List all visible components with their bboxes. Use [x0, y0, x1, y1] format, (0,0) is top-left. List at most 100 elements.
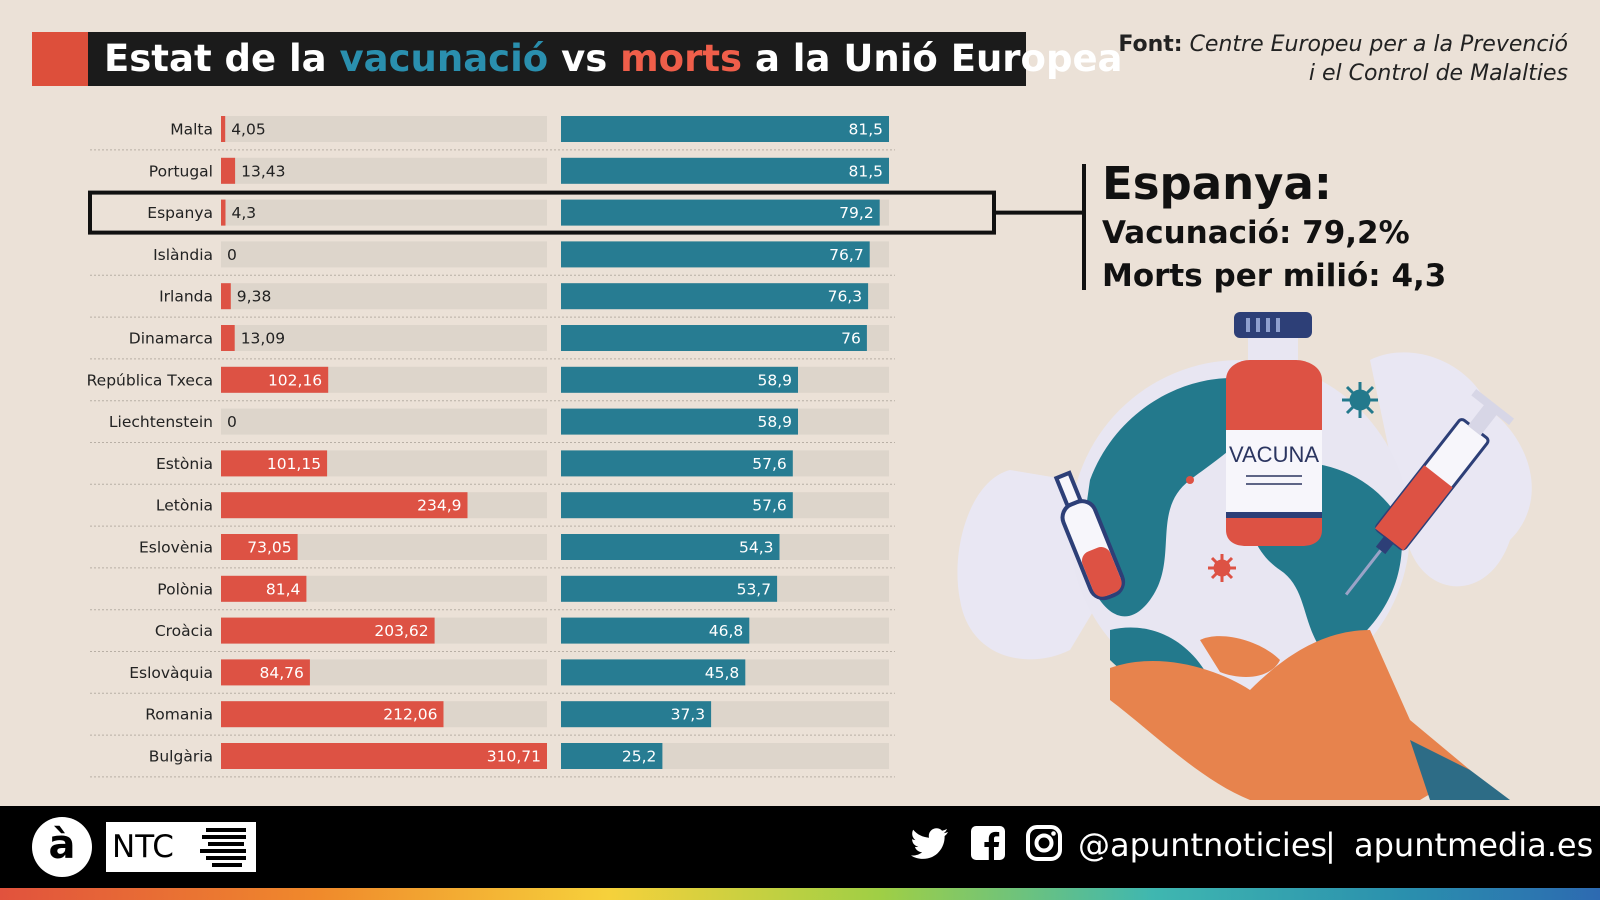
country-label: Espanya — [147, 204, 213, 222]
deaths-value-label: 102,16 — [268, 371, 322, 389]
deaths-value-label: 13,43 — [241, 162, 285, 180]
vaccination-value-label: 79,2 — [839, 204, 874, 222]
title-highlight-deaths: morts — [620, 37, 743, 80]
country-label: Bulgària — [149, 748, 213, 766]
website-link[interactable]: apuntmedia.es — [1354, 826, 1594, 864]
apunt-logo[interactable]: à — [32, 817, 92, 877]
country-label: Islàndia — [153, 246, 213, 264]
country-label: Eslovènia — [139, 539, 213, 557]
country-label: Estònia — [156, 455, 213, 473]
vaccination-bar — [561, 743, 663, 769]
vaccination-bar — [561, 241, 870, 268]
country-label: Romania — [145, 706, 213, 724]
deaths-value-label: 84,76 — [260, 664, 304, 682]
title-part-2: vs — [548, 37, 621, 80]
deaths-value-label: 73,05 — [247, 539, 291, 557]
ntc-logo-stripes — [200, 828, 246, 867]
deaths-track — [221, 116, 547, 142]
country-label: Eslovàquia — [129, 664, 213, 682]
source-line-2: i el Control de Malalties — [1308, 61, 1568, 86]
vaccination-value-label: 76 — [841, 330, 861, 348]
vaccination-bar — [561, 283, 869, 310]
vaccination-value-label: 57,6 — [752, 455, 787, 473]
vaccination-value-label: 45,8 — [705, 664, 740, 682]
deaths-bar — [221, 617, 435, 644]
bar-chart: Malta 4,05 81,5 Portugal 13,43 81,5 Espanya 4,3… — [87, 116, 1084, 778]
deaths-value-label: 81,4 — [266, 580, 301, 598]
country-label: República Txeca — [87, 371, 213, 389]
virus-icon-red — [1208, 554, 1236, 582]
deaths-bar — [221, 199, 226, 226]
footer-bar — [0, 806, 1600, 888]
deaths-value-label: 13,09 — [241, 330, 285, 348]
twitter-icon[interactable] — [910, 823, 950, 863]
vaccination-bar — [561, 534, 780, 560]
deaths-value-label: 4,3 — [232, 204, 257, 222]
vial-label: VACUNA — [1229, 442, 1319, 467]
vaccination-bar — [561, 325, 867, 351]
vaccination-value-label: 57,6 — [752, 497, 787, 515]
globe-continent — [1080, 378, 1260, 617]
source-label: Font: — [1118, 32, 1183, 57]
deaths-value-label: 101,15 — [267, 455, 321, 473]
deaths-bar — [221, 157, 236, 184]
deaths-bar — [221, 116, 226, 142]
deaths-value-label: 0 — [227, 413, 237, 431]
vaccination-value-label: 58,9 — [757, 371, 792, 389]
vaccination-bar — [561, 450, 793, 477]
deaths-bar — [221, 450, 328, 477]
country-label: Liechtenstein — [109, 413, 213, 431]
instagram-icon[interactable] — [1024, 823, 1064, 863]
source-note: Font: Centre Europeu per a la Prevenció … — [1118, 30, 1568, 88]
deaths-bar — [221, 492, 468, 519]
social-handle-link[interactable]: @apuntnoticies — [1078, 826, 1328, 864]
vaccination-bar — [561, 659, 746, 686]
deaths-value-label: 310,71 — [487, 748, 541, 766]
vaccination-value-label: 25,2 — [622, 748, 657, 766]
vaccination-bar — [561, 157, 889, 184]
country-label: Croàcia — [155, 622, 213, 640]
vaccination-bar — [561, 408, 798, 435]
vaccination-value-label: 54,3 — [739, 539, 774, 557]
country-label: Dinamarca — [129, 330, 213, 348]
hand-icon — [1110, 630, 1510, 800]
page-title: Estat de la vacunació vs morts a la Unió… — [88, 32, 1123, 86]
deaths-bar — [221, 659, 310, 686]
vaccination-value-label: 46,8 — [709, 622, 744, 640]
title-part-1: Estat de la — [104, 37, 340, 80]
deaths-bar — [221, 534, 298, 560]
footer-rainbow-strip — [0, 888, 1600, 900]
ampoule-icon — [1053, 470, 1126, 601]
facebook-icon[interactable] — [968, 823, 1008, 863]
callout-heading: Espanya: — [1102, 157, 1332, 210]
country-label: Letònia — [156, 497, 213, 515]
deaths-track — [221, 157, 547, 184]
vaccination-value-label: 81,5 — [848, 162, 883, 180]
vaccination-value-label: 53,7 — [737, 580, 772, 598]
footer-separator: | — [1325, 826, 1336, 864]
country-label: Portugal — [149, 162, 213, 180]
vaccination-value-label: 81,5 — [848, 121, 883, 139]
vaccination-bar — [561, 617, 750, 644]
country-label: Irlanda — [159, 288, 213, 306]
country-label: Malta — [170, 121, 213, 139]
vaccination-value-label: 58,9 — [757, 413, 792, 431]
deaths-value-label: 212,06 — [383, 706, 437, 724]
country-label: Polònia — [157, 580, 213, 598]
deaths-value-label: 234,9 — [417, 497, 461, 515]
vaccination-value-label: 76,3 — [828, 288, 863, 306]
deaths-bar — [221, 325, 235, 351]
source-line-1: Centre Europeu per a la Prevenció — [1189, 32, 1568, 57]
deaths-track — [221, 241, 547, 268]
title-part-3: a la Unió Europea — [742, 37, 1123, 80]
virus-icon — [1342, 382, 1378, 418]
vaccine-illustration: VACUNA — [957, 312, 1532, 800]
deaths-value-label: 9,38 — [237, 288, 272, 306]
deaths-bar — [221, 283, 231, 310]
vaccination-bar — [561, 492, 793, 519]
vaccination-value-label: 37,3 — [671, 706, 706, 724]
deaths-bar — [221, 701, 444, 728]
vaccination-bar — [561, 366, 798, 393]
vaccination-bar — [561, 116, 889, 142]
deaths-value-label: 0 — [227, 246, 237, 264]
